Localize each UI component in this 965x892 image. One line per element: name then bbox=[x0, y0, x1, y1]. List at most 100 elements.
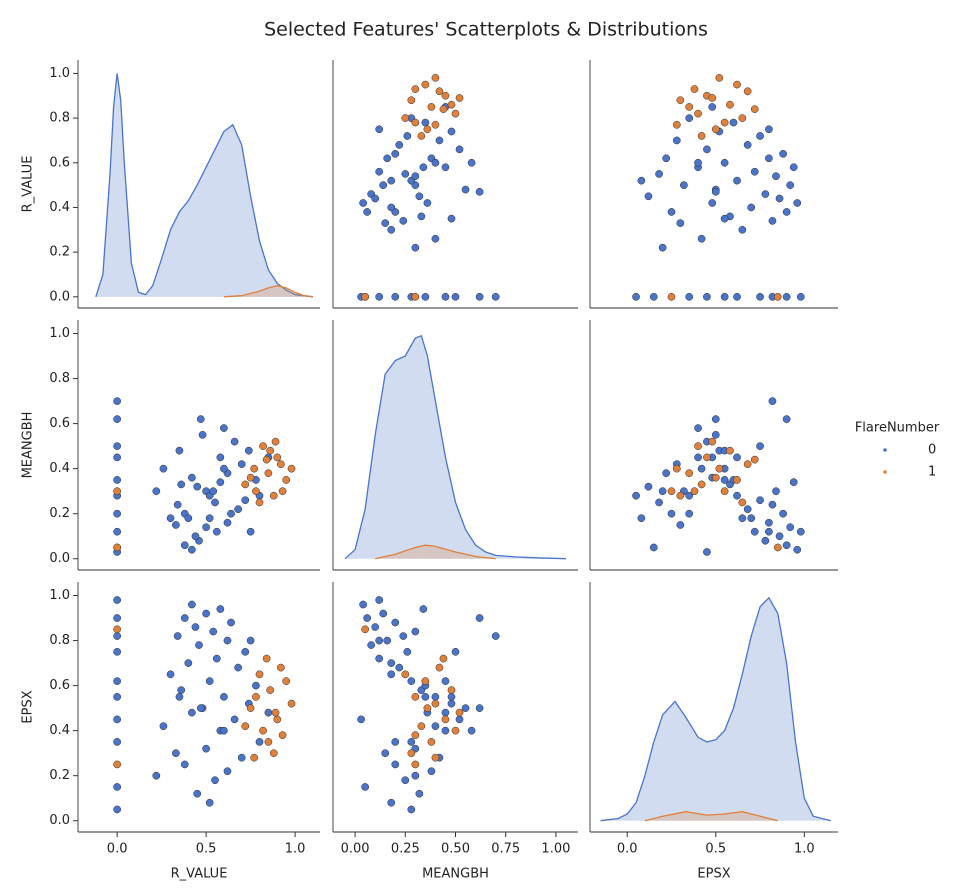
scatter-point bbox=[703, 145, 711, 154]
scatter-point bbox=[743, 87, 752, 96]
scatter-point bbox=[399, 632, 408, 640]
scatter-point bbox=[234, 505, 242, 514]
x-tick-label: 1.0 bbox=[285, 842, 306, 857]
scatter-point bbox=[461, 185, 470, 194]
y-tick-label: 0.8 bbox=[49, 371, 70, 386]
scatter-point bbox=[371, 194, 380, 203]
x-axis-label: MEANGBH bbox=[422, 867, 489, 882]
scatter-point bbox=[211, 776, 219, 785]
scatter-point bbox=[401, 670, 410, 679]
scatter-point bbox=[250, 753, 259, 762]
scatter-point bbox=[658, 243, 667, 252]
scatter-point bbox=[743, 460, 752, 468]
x-axis-label: EPSX bbox=[697, 867, 730, 882]
scatter-point bbox=[694, 424, 702, 432]
scatter-point bbox=[387, 659, 396, 667]
scatter-point bbox=[789, 163, 798, 172]
kde-area bbox=[345, 335, 566, 559]
scatter-point bbox=[796, 527, 805, 536]
scatter-point bbox=[223, 767, 232, 776]
scatter-point bbox=[491, 632, 500, 640]
scatter-point bbox=[729, 118, 738, 127]
scatter-point bbox=[750, 167, 759, 176]
scatter-point bbox=[363, 614, 371, 622]
scatter-point bbox=[387, 176, 396, 185]
scatter-point bbox=[407, 96, 416, 105]
scatter-point bbox=[421, 80, 430, 89]
scatter-point bbox=[361, 292, 369, 301]
scatter-point bbox=[282, 476, 291, 484]
scatter-point bbox=[180, 541, 189, 550]
x-tick-label: 0.0 bbox=[107, 842, 128, 857]
scatter-point bbox=[475, 187, 484, 196]
scatter-point bbox=[685, 103, 694, 111]
scatter-point bbox=[708, 437, 717, 446]
scatter-point bbox=[211, 498, 219, 507]
scatter-point bbox=[278, 731, 287, 740]
scatter-point bbox=[401, 114, 410, 122]
scatter-point bbox=[637, 176, 646, 185]
scatter-point bbox=[381, 749, 390, 758]
kde-area bbox=[600, 597, 831, 821]
scatter-point bbox=[209, 627, 218, 636]
scatter-point bbox=[375, 167, 384, 176]
scatter-point bbox=[407, 738, 416, 746]
y-tick-label: 0.2 bbox=[49, 245, 70, 260]
scatter-point bbox=[667, 292, 676, 301]
scatter-point bbox=[241, 722, 250, 730]
scatter-point bbox=[439, 105, 448, 114]
scatter-point bbox=[399, 217, 408, 225]
scatter-point bbox=[287, 464, 296, 473]
scatter-point bbox=[411, 85, 420, 93]
scatter-point bbox=[205, 677, 214, 685]
scatter-point bbox=[419, 605, 428, 613]
scatter-point bbox=[765, 154, 773, 163]
scatter-point bbox=[711, 415, 720, 423]
scatter-point bbox=[246, 636, 255, 645]
kde-line bbox=[375, 544, 496, 560]
scatter-point bbox=[113, 509, 121, 518]
scatter-point bbox=[773, 543, 782, 552]
scatter-point bbox=[676, 219, 685, 227]
scatter-point bbox=[113, 487, 121, 496]
x-tick-label: 0.00 bbox=[341, 842, 370, 857]
scatter-point bbox=[708, 199, 717, 207]
scatter-point bbox=[435, 663, 444, 672]
x-tick-label: 0.5 bbox=[196, 842, 217, 857]
scatter-point bbox=[212, 527, 221, 536]
scatter-point bbox=[726, 446, 734, 455]
y-tick-label: 1.0 bbox=[49, 66, 70, 81]
scatter-point bbox=[407, 805, 416, 814]
scatter-point bbox=[193, 482, 202, 491]
scatter-point bbox=[411, 627, 420, 636]
scatter-point bbox=[743, 505, 752, 514]
scatter-point bbox=[113, 476, 121, 484]
scatter-point bbox=[375, 596, 384, 604]
scatter-point bbox=[361, 625, 369, 634]
scatter-point bbox=[246, 704, 255, 712]
scatter-point bbox=[423, 704, 432, 712]
scatter-point bbox=[697, 480, 706, 489]
scatter-point bbox=[441, 715, 450, 724]
legend-label: 0 bbox=[928, 443, 936, 458]
kde-area bbox=[223, 285, 313, 297]
scatter-point bbox=[184, 659, 193, 667]
kde-area bbox=[644, 811, 778, 821]
scatter-point bbox=[381, 219, 390, 227]
scatter-point bbox=[738, 498, 747, 507]
scatter-point bbox=[747, 514, 756, 523]
scatter-point bbox=[761, 190, 770, 198]
scatter-point bbox=[196, 704, 205, 712]
kde-area bbox=[95, 73, 313, 297]
scatter-point bbox=[180, 760, 189, 769]
scatter-point bbox=[367, 641, 376, 649]
scatter-point bbox=[655, 498, 663, 507]
scatter-point bbox=[467, 158, 476, 167]
scatter-point bbox=[765, 125, 773, 134]
scatter-point bbox=[113, 783, 121, 791]
scatter-point bbox=[703, 548, 711, 556]
scatter-point bbox=[768, 500, 777, 509]
y-tick-label: 0.8 bbox=[49, 633, 70, 648]
scatter-point bbox=[287, 699, 296, 708]
